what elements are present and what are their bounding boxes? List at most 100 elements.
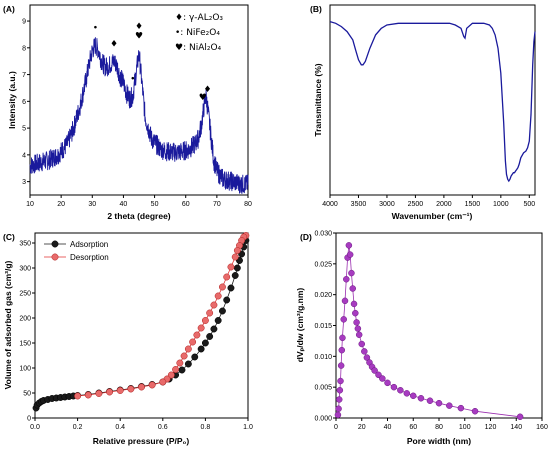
panel-d-label: (D) <box>300 232 312 242</box>
panel-a-y-tick-label: 8 <box>22 45 26 52</box>
panel-d-point <box>371 367 378 374</box>
panel-c-desorption-point <box>231 253 239 261</box>
panel-b-x-tick-label: 500 <box>523 201 535 208</box>
panel-d-point <box>379 375 386 382</box>
panel-a-x-tick-label: 30 <box>88 201 96 208</box>
panel-d-point <box>341 297 349 305</box>
panel-a-y-axis-label: Intensity (a.u.) <box>7 71 17 129</box>
panel-c-desorption-point <box>106 388 114 396</box>
panel-a-peak-marker: ♦ <box>135 22 143 32</box>
panel-a-peak-marker: • <box>130 74 135 84</box>
panel-c-desorption-point <box>223 273 231 281</box>
panel-d-point <box>337 377 344 385</box>
panel-c-y-tick-label: 100 <box>19 366 31 373</box>
panel-a-peak-marker: ♥ <box>199 93 207 103</box>
panel-b-frame <box>329 4 536 196</box>
panel-c-desorption-point <box>227 263 235 271</box>
panel-c-desorption-point <box>233 247 241 254</box>
panel-c-desorption-point <box>116 387 124 394</box>
panel-c-y-tick-label: 300 <box>19 266 31 273</box>
panel-d-x-tick-label: 140 <box>510 424 522 431</box>
panel-d-point <box>384 379 391 387</box>
panel-c-x-tick-label: 0.4 <box>115 424 125 431</box>
panel-d: (D) 0 20 40 60 80 100 120 140 160 0.000 0.005 0.01… <box>295 231 548 447</box>
panel-b-x-tick-label: 1500 <box>465 201 481 208</box>
panel-d-y-tick-label: 0.015 <box>314 323 332 330</box>
panel-d-point <box>350 300 358 308</box>
panel-a-legend-entry-2: •: NiFe₂O₄ <box>175 28 220 38</box>
panel-d-series-line <box>337 245 521 418</box>
panel-d-point <box>446 402 453 409</box>
panel-a-x-axis-label: 2 theta (degree) <box>107 211 170 221</box>
panel-c-y-axis-label: Volume of adsorbed gas (cm³/g) <box>3 260 13 389</box>
panel-c-desorption-point <box>148 381 156 389</box>
panel-d-frame <box>335 232 543 419</box>
panel-d-point <box>338 346 346 354</box>
panel-c-desorption-point <box>218 283 226 291</box>
panel-c-frame <box>34 232 249 419</box>
panel-c-adsorption-point <box>206 333 214 340</box>
panel-c-desorption-point <box>184 345 192 353</box>
panel-a-legend-entry-1: ♦: γ-AL₂O₃ <box>175 13 223 23</box>
panel-d-points <box>334 242 524 421</box>
panel-d-point <box>417 395 425 402</box>
panel-c-legend-marker-adsorption <box>51 240 59 248</box>
panel-d-point <box>457 404 465 412</box>
panel-c-desorption-point <box>84 391 92 399</box>
panel-c-adsorption-point <box>233 264 241 272</box>
panel-d-point <box>339 334 346 342</box>
panel-d-x-tick-label: 100 <box>459 424 471 431</box>
panel-c-desorption-point <box>127 385 135 393</box>
panel-c-desorption-point <box>201 317 209 324</box>
panel-d-point <box>348 269 355 277</box>
panel-d-x-tick-label: 0 <box>334 424 338 431</box>
panel-b: (B) 4000 3500 3000 2500 2000 1500 1000 500 Wave… <box>310 4 536 221</box>
panel-c-y-tick-label: 0 <box>27 416 31 423</box>
panel-c-desorption-point <box>176 359 184 367</box>
panel-b-series-line <box>329 20 536 183</box>
panel-c-desorption-point <box>167 371 175 379</box>
panel-c-legend: Adsorption Desorption <box>44 240 109 262</box>
panel-b-x-axis-label: Wavenumber (cm⁻¹) <box>392 211 473 221</box>
panel-a-y-tick-label: 7 <box>22 72 26 79</box>
panel-a-y-tick-label: 4 <box>22 152 26 159</box>
panel-d-point <box>358 340 365 348</box>
panel-a-y-tick-label: 9 <box>22 19 26 26</box>
panel-c-adsorption-point <box>197 345 205 353</box>
panel-c-desorption-point <box>74 392 82 400</box>
panel-c-x-axis-label: Relative pressure (P/P₀) <box>93 436 190 446</box>
panel-d-x-tick-label: 120 <box>485 424 497 431</box>
panel-a-peak-marker: ♦ <box>110 39 118 49</box>
panel-c-x-ticks: 0.0 0.2 0.4 0.6 0.8 1.0 <box>30 418 253 431</box>
panel-c-adsorption-point <box>201 339 209 347</box>
panel-c-y-tick-label: 250 <box>19 291 31 298</box>
panel-d-y-tick-label: 0.005 <box>314 385 332 392</box>
panel-c-desorption-point <box>159 378 167 386</box>
panel-c-adsorption-point <box>184 360 192 368</box>
panel-d-point <box>390 383 398 391</box>
panel-c-adsorption-point <box>210 325 218 333</box>
panel-d-point <box>353 319 360 326</box>
panel-c-desorption-point <box>206 309 214 317</box>
panel-a-x-ticks: 10 20 30 40 50 60 70 80 <box>26 195 252 208</box>
panel-c-adsorption-point <box>231 272 239 279</box>
panel-a-label: (A) <box>3 4 15 14</box>
panel-d-y-tick-label: 0.010 <box>314 354 332 361</box>
panel-c-adsorption-point <box>178 366 186 374</box>
panel-a-peak-marker: ♥ <box>135 31 143 41</box>
panel-a-legend: ♦: γ-AL₂O₃ •: NiFe₂O₄ ♥: NiAl₂O₄ <box>175 13 223 53</box>
panel-b-x-tick-label: 3000 <box>379 201 395 208</box>
panel-c-desorption-point <box>138 383 145 391</box>
panel-c-desorption-point <box>214 292 222 300</box>
panel-d-y-axis-label: dVₚ/dw (cm³/g.nm) <box>295 288 305 363</box>
panel-c-adsorption-point <box>223 296 231 304</box>
panel-d-x-tick-label: 60 <box>409 424 417 431</box>
panel-b-x-tick-label: 2000 <box>436 201 452 208</box>
panel-d-point <box>340 316 347 323</box>
panel-a-legend-entry-3: ♥: NiAl₂O₄ <box>175 43 222 53</box>
panel-d-point <box>335 396 343 403</box>
panel-c: (C) 0.0 0.2 0.4 0.6 0.8 1.0 0 50 100 150 200 250 30… <box>3 232 253 446</box>
panel-d-point <box>397 387 404 394</box>
